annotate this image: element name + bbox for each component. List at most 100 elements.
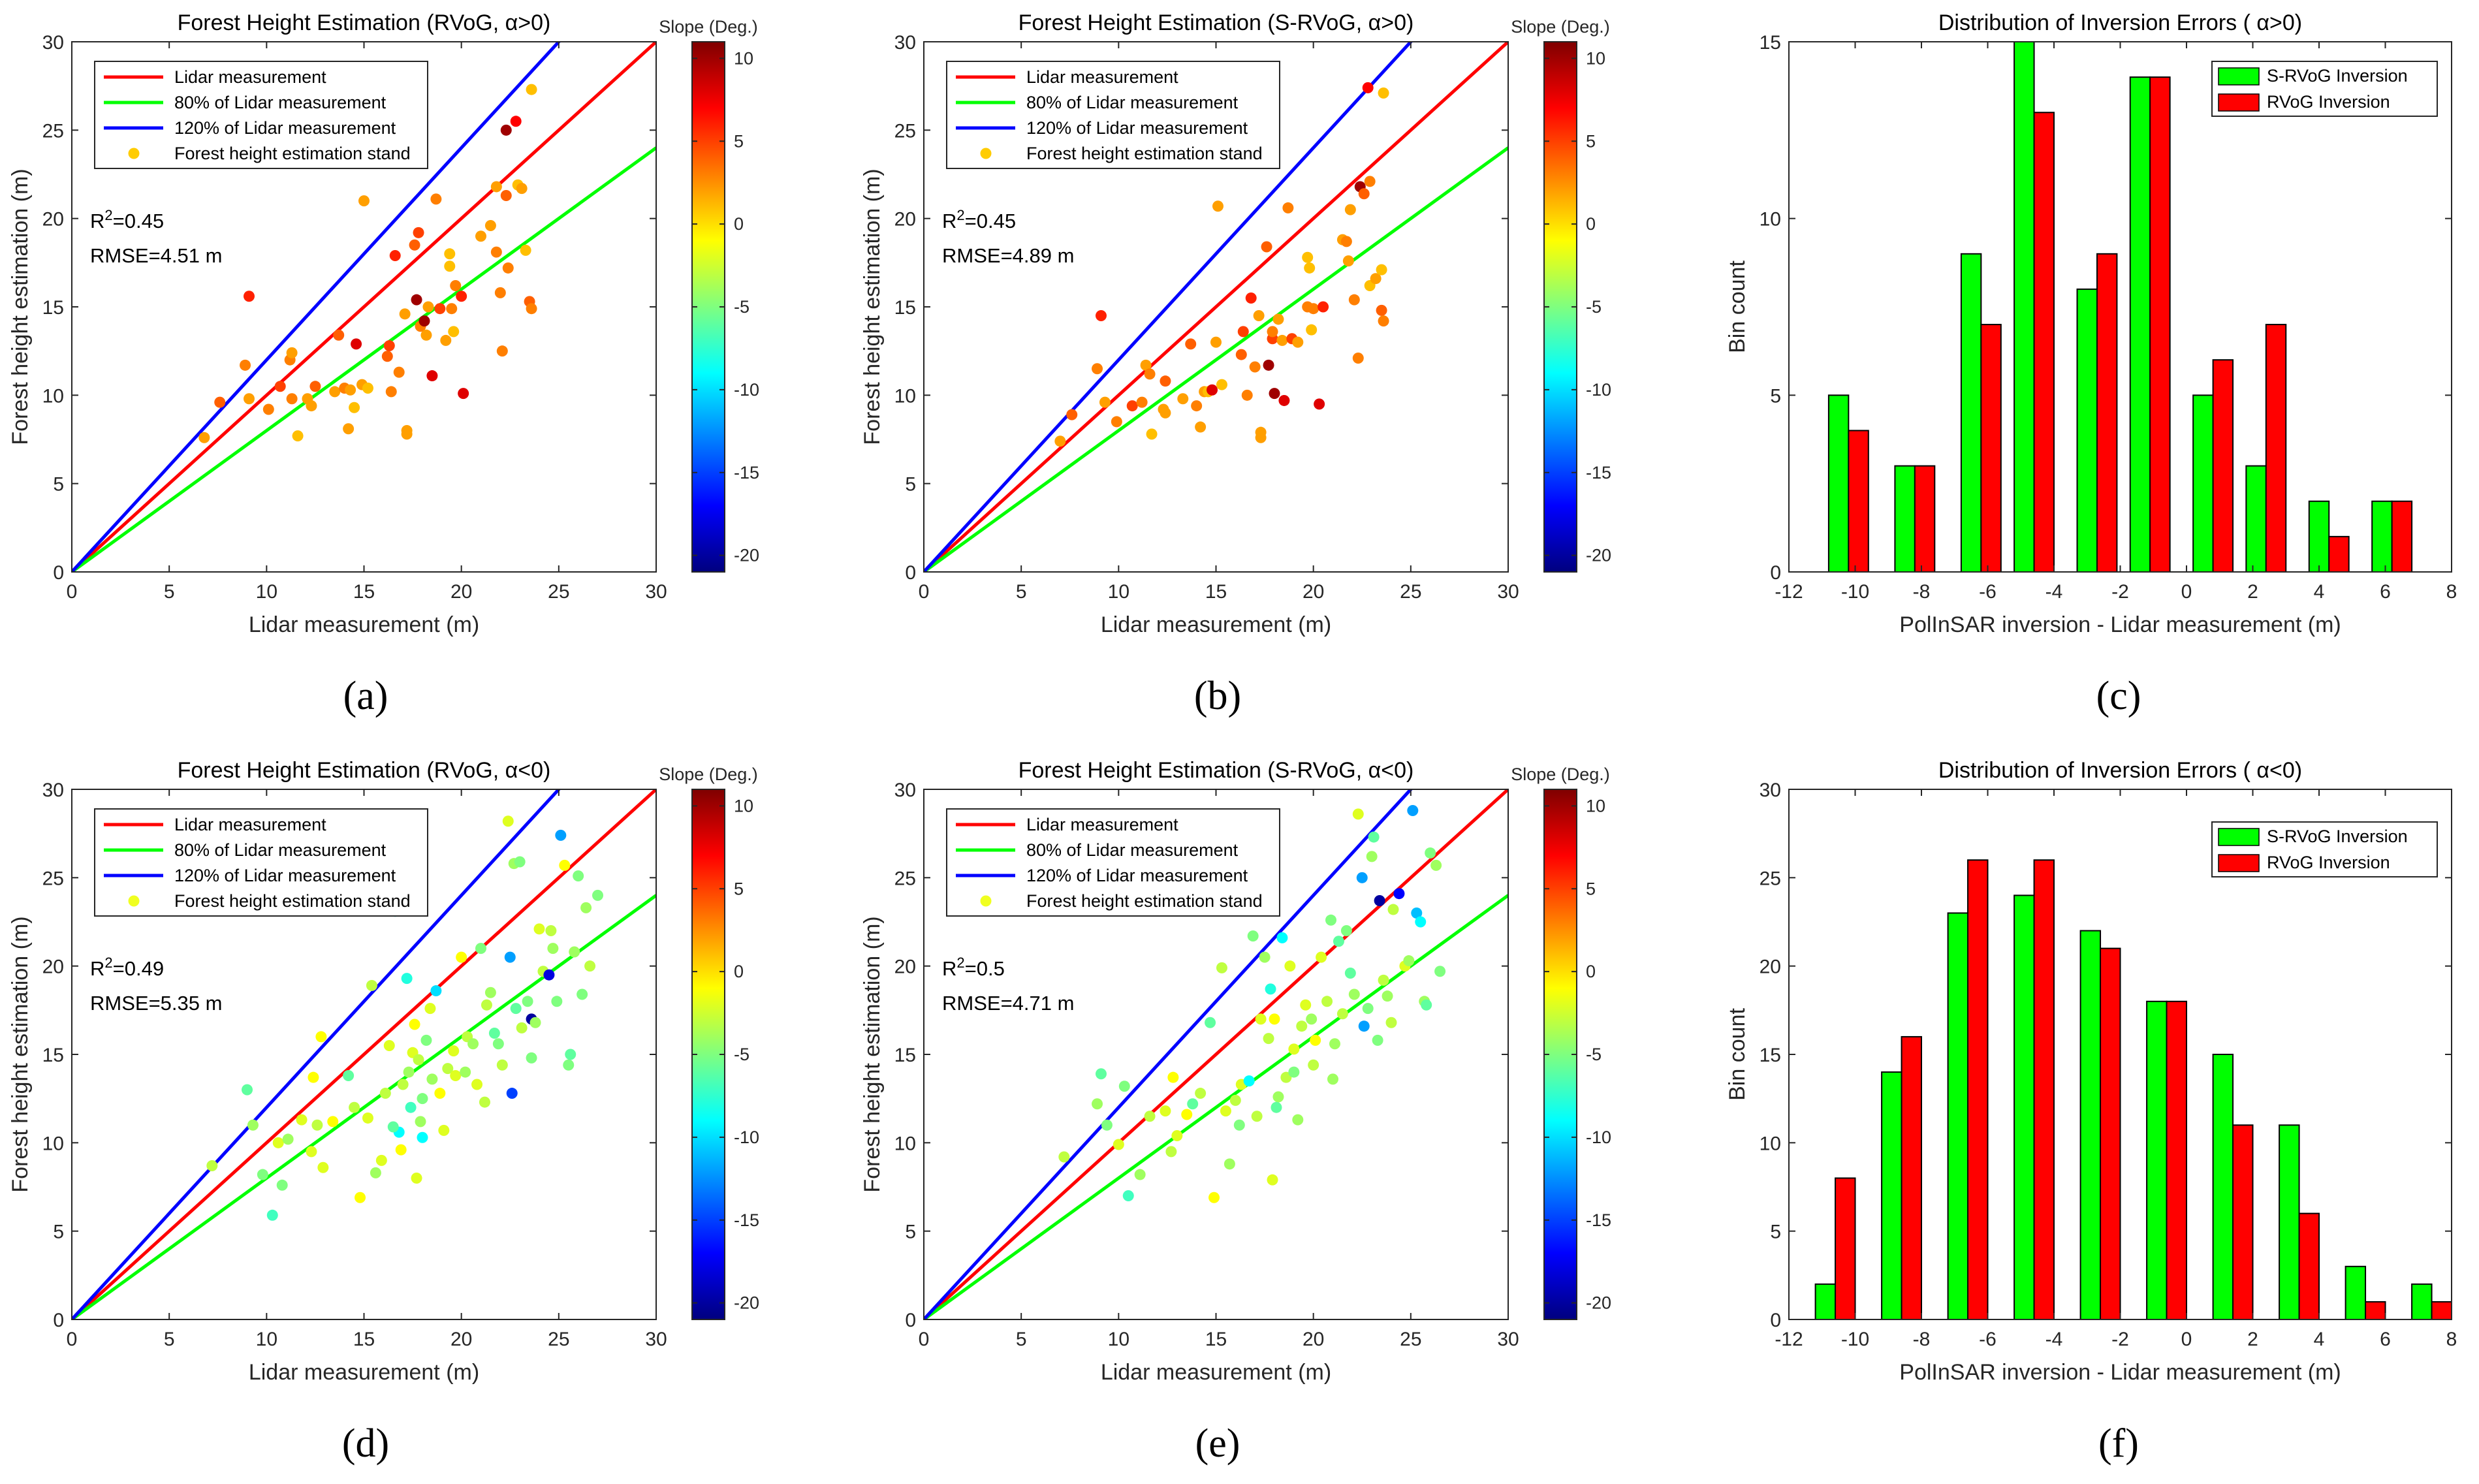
colorbar-tick-label: -5 <box>1586 297 1602 317</box>
scatter-point <box>1251 1111 1263 1122</box>
x-tick-label: -4 <box>2045 581 2063 603</box>
y-axis-label: Forest height estimation (m) <box>860 916 885 1192</box>
y-tick-label: 10 <box>1760 209 1781 230</box>
x-tick-label: 15 <box>1205 581 1227 603</box>
y-tick-label: 10 <box>42 385 64 407</box>
y-tick-label: 0 <box>53 562 64 584</box>
y-tick-label: 30 <box>42 780 64 801</box>
legend-entry-label: Forest height estimation stand <box>174 144 411 163</box>
scatter-point <box>243 393 255 405</box>
x-tick-label: -4 <box>2045 1329 2063 1350</box>
scatter-point <box>1325 914 1337 926</box>
panel-label: (c) <box>2096 674 2141 718</box>
x-tick-label: 5 <box>164 1329 175 1350</box>
histogram-bar <box>2100 947 2121 1319</box>
r-squared-text: R2=0.5 <box>942 955 1005 980</box>
x-tick-label: 15 <box>353 581 375 603</box>
scatter-point <box>490 181 502 193</box>
histogram-bar <box>2245 465 2267 572</box>
x-tick-label: 20 <box>450 1329 472 1350</box>
chart-title: Forest Height Estimation (RVoG, α<0) <box>178 758 551 783</box>
colorbar-tick-label: -20 <box>1586 546 1611 565</box>
colorbar <box>1543 41 1577 573</box>
histogram-bar <box>2212 1054 2234 1319</box>
scatter-point <box>1329 1038 1340 1050</box>
legend-bar-swatch <box>2218 854 2260 872</box>
scatter-point <box>415 1116 426 1128</box>
x-tick-label: 5 <box>1016 1329 1027 1350</box>
scatter-point <box>496 1059 508 1071</box>
scatter-point <box>1167 1071 1179 1083</box>
reference-line-1 <box>924 42 1508 572</box>
scatter-point <box>242 1084 253 1096</box>
scatter-point <box>1160 407 1171 418</box>
scatter-point <box>286 393 298 405</box>
y-tick-label: 15 <box>1760 32 1781 54</box>
scatter-point <box>551 996 563 1007</box>
x-tick-label: -12 <box>1775 581 1803 603</box>
colorbar-title: Slope (Deg.) <box>659 765 758 784</box>
scatter-point <box>1358 1020 1370 1032</box>
scatter-point <box>327 1116 339 1128</box>
scatter-point <box>458 388 469 400</box>
scatter-point <box>417 1131 428 1143</box>
scatter-point <box>1288 1043 1300 1055</box>
plot-content <box>924 42 1508 572</box>
scatter-point <box>1344 204 1356 215</box>
histogram-bar <box>2411 1283 2433 1319</box>
scatter-point <box>399 308 411 320</box>
scatter-point <box>1372 1034 1383 1046</box>
scatter-point <box>1229 1094 1241 1106</box>
scatter-point <box>1261 241 1272 253</box>
scatter-point <box>1376 304 1387 316</box>
x-tick-label: 15 <box>353 1329 375 1350</box>
scatter-point <box>1272 1091 1284 1103</box>
legend-marker-swatch <box>980 148 992 159</box>
colorbar-tick-label: 0 <box>734 962 744 981</box>
rmse-text: RMSE=4.51 m <box>90 244 222 267</box>
scatter-point <box>1216 379 1227 390</box>
scatter-point <box>1378 315 1389 327</box>
scatter-point <box>533 923 545 935</box>
scatter-point <box>257 1169 268 1180</box>
scatter-point <box>1210 336 1222 348</box>
scatter-point <box>440 334 452 346</box>
colorbar-tick-label: -20 <box>734 546 759 565</box>
scatter-point <box>383 1039 395 1051</box>
scatter-point <box>456 951 467 963</box>
scatter-point <box>351 338 362 350</box>
colorbar <box>691 41 725 573</box>
colorbar-tick-label: -5 <box>734 297 750 317</box>
y-tick-label: 15 <box>1760 1045 1781 1066</box>
scatter-point <box>1171 1130 1183 1142</box>
y-tick-label: 15 <box>42 297 64 319</box>
histogram-bar <box>1947 912 1969 1319</box>
scatter-point <box>555 829 567 841</box>
x-tick-label: 30 <box>1497 581 1519 603</box>
x-tick-label: -8 <box>1913 581 1931 603</box>
scatter-point <box>1344 967 1356 979</box>
legend-entry-label: 80% of Lidar measurement <box>174 93 387 112</box>
scatter-point <box>516 1022 528 1034</box>
scatter-point <box>1430 859 1442 871</box>
scatter-point <box>286 347 298 358</box>
rmse-text: RMSE=4.71 m <box>942 992 1074 1015</box>
legend-entry-label: RVoG Inversion <box>2267 92 2390 112</box>
x-tick-label: 8 <box>2446 581 2457 603</box>
reference-line-1 <box>72 42 656 572</box>
histogram-bar <box>2146 1000 2168 1319</box>
x-tick-label: 0 <box>919 1329 930 1350</box>
y-tick-label: 30 <box>42 32 64 54</box>
x-tick-label: 5 <box>1016 581 1027 603</box>
colorbar-tick-label: 5 <box>1586 131 1596 151</box>
x-tick-label: -2 <box>2111 1329 2129 1350</box>
scatter-point <box>563 1059 575 1071</box>
scatter-point <box>1368 831 1380 843</box>
scatter-point <box>1195 421 1207 433</box>
scatter-point <box>1177 393 1189 405</box>
scatter-point <box>475 943 486 955</box>
scatter-point <box>329 386 341 398</box>
legend-entry-label: Lidar measurement <box>174 67 326 87</box>
colorbar-title: Slope (Deg.) <box>1511 765 1610 784</box>
